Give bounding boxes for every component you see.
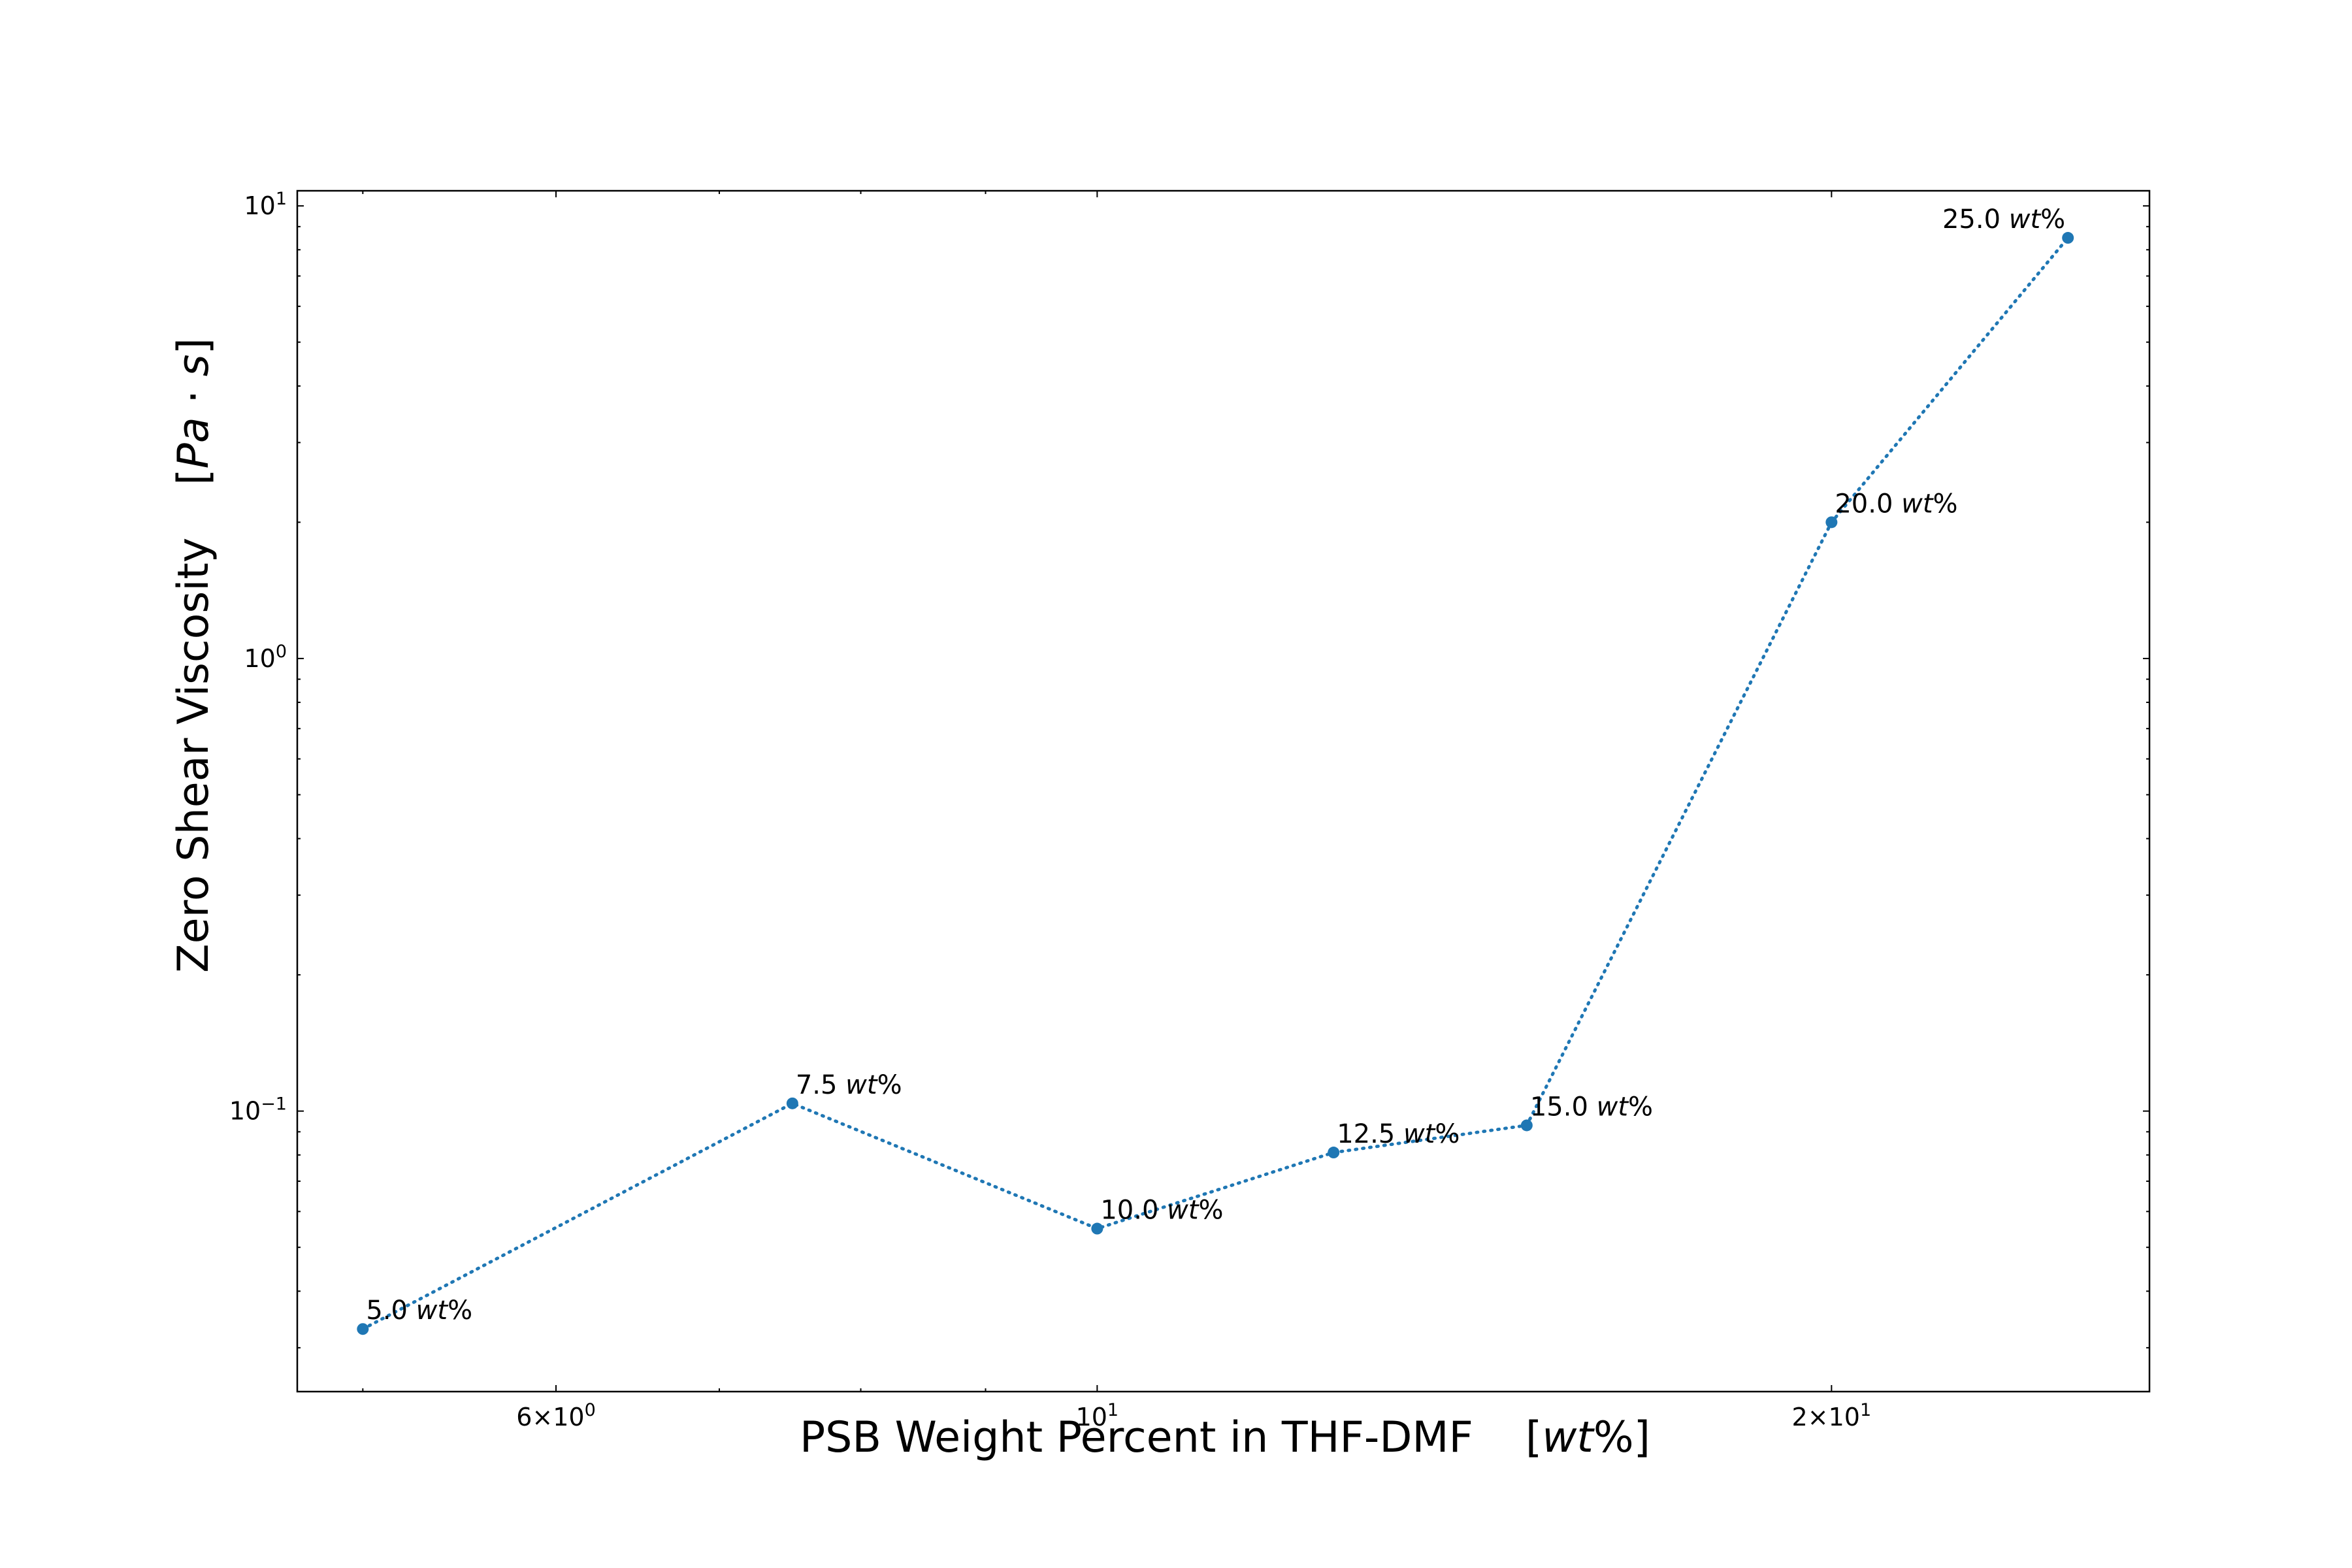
data-series xyxy=(357,232,2074,1335)
data-point-label: 12.5 wt% xyxy=(1337,1119,1460,1149)
data-point-marker xyxy=(1825,516,1838,529)
y-tick-label: 10−1 xyxy=(229,1094,287,1126)
plot-frame xyxy=(296,189,2151,1393)
data-point-marker xyxy=(1520,1119,1533,1132)
point-labels: 5.0 wt% 7.5 wt% 10.0 wt% 12.5 wt% 15.0 wt% 20… xyxy=(366,204,2065,1326)
data-point-marker xyxy=(786,1097,798,1109)
data-point-marker xyxy=(1328,1147,1340,1159)
data-point-marker xyxy=(2062,232,2074,244)
data-point-label: 10.0 wt% xyxy=(1100,1196,1223,1226)
x-axis-title: PSB Weight Percent in THF-DMF [wt%] xyxy=(800,1413,1650,1462)
data-point-label: 15.0 wt% xyxy=(1530,1092,1653,1122)
x-tick-label: 6×100 xyxy=(516,1400,596,1431)
data-point-marker xyxy=(1091,1222,1103,1235)
y-tick-label: 100 xyxy=(244,642,287,673)
axes: 6×100 101 2×101 10−1 100 101 xyxy=(229,189,2151,1431)
data-point-marker xyxy=(357,1323,369,1335)
data-point-label: 7.5 wt% xyxy=(796,1070,902,1100)
data-point-label: 5.0 wt% xyxy=(366,1296,472,1326)
x-tick-label: 101 xyxy=(1076,1400,1119,1431)
y-axis-title: Zero Shear Viscosity[Pa · s] xyxy=(169,338,218,973)
data-point-label: 20.0 wt% xyxy=(1835,489,1957,519)
x-tick-label: 2×101 xyxy=(1792,1400,1872,1431)
data-point-label: 25.0 wt% xyxy=(1942,204,2065,235)
y-tick-label: 101 xyxy=(244,189,287,220)
